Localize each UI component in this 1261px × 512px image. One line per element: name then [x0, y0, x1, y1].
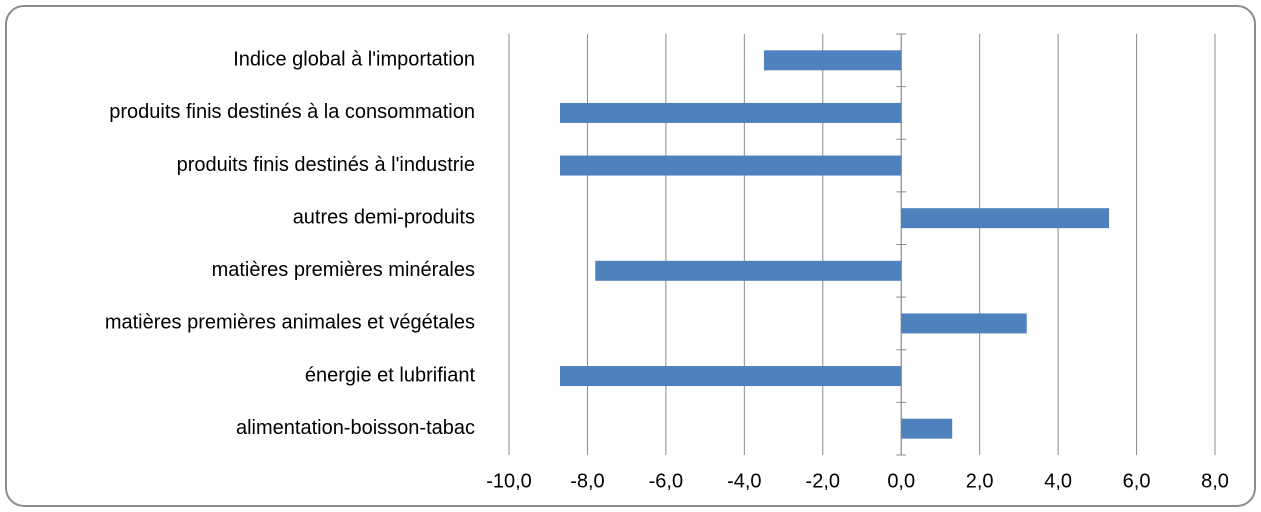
x-tick-label: -8,0 — [570, 470, 604, 492]
x-tick-label: 0,0 — [887, 470, 915, 492]
y-tick-label: matières premières animales et végétales — [105, 312, 475, 334]
bar — [763, 50, 902, 71]
bar — [559, 366, 902, 387]
x-tick-label: 2,0 — [966, 470, 994, 492]
y-tick-label: produits finis destinés à l'industrie — [177, 154, 475, 176]
x-tick-label: 6,0 — [1123, 470, 1151, 492]
bar — [559, 155, 902, 176]
x-tick-label: -4,0 — [727, 470, 761, 492]
x-tick-label: -2,0 — [806, 470, 840, 492]
y-tick-label: alimentation-boisson-tabac — [236, 417, 475, 439]
bar — [559, 102, 902, 123]
y-tick-label: produits finis destinés à la consommatio… — [109, 101, 475, 123]
y-tick-label: Indice global à l'importation — [233, 49, 475, 71]
x-tick-label: 4,0 — [1044, 470, 1072, 492]
y-tick-label: matières premières minérales — [212, 259, 475, 281]
bar — [595, 260, 902, 281]
y-tick-label: autres demi-produits — [293, 206, 475, 228]
x-tick-label: 8,0 — [1201, 470, 1229, 492]
x-tick-label: -6,0 — [649, 470, 683, 492]
bar — [901, 208, 1110, 229]
y-tick-label: énergie et lubrifiant — [305, 364, 476, 386]
bar — [901, 313, 1027, 334]
bar — [901, 418, 953, 439]
chart-frame — [5, 5, 1256, 507]
x-tick-label: -10,0 — [486, 470, 532, 492]
